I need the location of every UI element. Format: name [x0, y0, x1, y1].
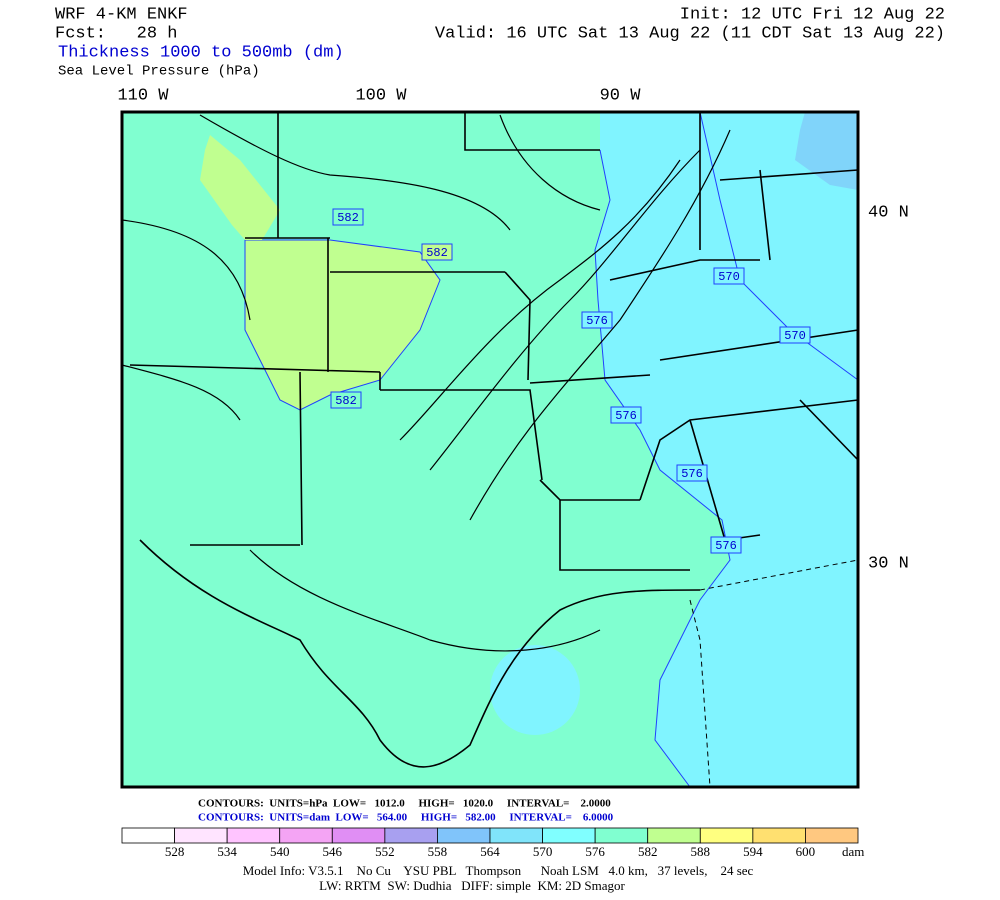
- colorbar-label: 540: [270, 844, 290, 859]
- colorbar-cell: [279, 827, 333, 844]
- contour-label-box: [610, 406, 642, 424]
- map: [120, 110, 860, 789]
- contour-label: 576: [586, 314, 608, 328]
- contour-label: 576: [681, 467, 703, 481]
- contour-labels: 582 582 582 576 576 576 576 570 570: [330, 208, 811, 554]
- contour-label-box: [330, 391, 362, 409]
- colorbar-cell: [384, 827, 438, 844]
- colorbar-cell: [805, 827, 859, 844]
- field-pressure: Sea Level Pressure (hPa): [58, 64, 260, 80]
- contour-label-box: [581, 311, 613, 329]
- colorbar-label: 546: [323, 844, 343, 859]
- colorbar-label: 528: [165, 844, 185, 859]
- coastline: [139, 539, 701, 768]
- colorbar-label: 558: [428, 844, 448, 859]
- boundary-dashed: [689, 559, 859, 788]
- contour-label: 576: [615, 409, 637, 423]
- contour-label-box: [332, 208, 364, 226]
- field-thickness: Thickness 1000 to 500mb (dm): [58, 43, 344, 62]
- forecast-hour: Fcst: 28 h: [55, 24, 177, 43]
- contour-label-box: [676, 464, 708, 482]
- contour-label: 576: [715, 539, 737, 553]
- thickness-582-588: [200, 135, 280, 240]
- contour-label-box: [713, 267, 745, 285]
- thickness-gulf: [490, 645, 580, 735]
- colorbar-cell: [489, 827, 543, 844]
- lon-label: 90 W: [600, 86, 642, 105]
- colorbar-cell: [542, 827, 596, 844]
- colorbar-cell: [752, 827, 806, 844]
- colorbar-cell: [594, 827, 649, 844]
- model-info: LW: RRTM SW: Dudhia DIFF: simple KM: 2D …: [319, 878, 625, 893]
- contour-label-box: [421, 243, 453, 261]
- contour-label: 582: [426, 246, 448, 260]
- contour-576: [594, 149, 731, 788]
- lon-label: 100 W: [355, 86, 407, 105]
- colorbar-cell: [121, 827, 175, 844]
- contour-label: 570: [784, 329, 806, 343]
- lat-label: 30 N: [868, 554, 909, 573]
- colorbar-label: 600: [796, 844, 816, 859]
- colorbar-cell: [331, 827, 386, 844]
- contour-label: 582: [337, 211, 359, 225]
- map-frame: [120, 110, 860, 789]
- colorbar-label: 576: [585, 844, 605, 859]
- contour-label: 582: [335, 394, 357, 408]
- colorbar-cell: [699, 827, 754, 844]
- model-info: Model Info: V3.5.1 No Cu YSU PBL Thompso…: [243, 863, 754, 878]
- pressure-contours: [121, 114, 731, 652]
- contour-label: 570: [718, 270, 740, 284]
- lon-label: 110 W: [117, 86, 169, 105]
- colorbar-cell: [174, 827, 228, 844]
- colorbar-label: 570: [533, 844, 553, 859]
- colorbar: 528 534 540 546 552 558 564 570 576 582 588 594 600: [121, 827, 859, 859]
- colorbar-label: 564: [480, 844, 500, 859]
- valid-time: Valid: 16 UTC Sat 13 Aug 22 (11 CDT Sat …: [435, 24, 945, 43]
- thickness-582-588: [244, 239, 441, 411]
- colorbar-label: 534: [217, 844, 237, 859]
- model-name: WRF 4-KM ENKF: [55, 5, 188, 24]
- contour-info: CONTOURS: UNITS=hPa LOW= 1012.0 HIGH= 10…: [198, 798, 611, 810]
- contour-label-box: [710, 536, 742, 554]
- colorbar-cell: [437, 827, 491, 844]
- colorbar-unit: dam: [842, 844, 864, 859]
- colorbar-label: 594: [743, 844, 763, 859]
- colorbar-cell: [226, 827, 281, 844]
- init-time: Init: 12 UTC Fri 12 Aug 22: [680, 5, 945, 24]
- lat-label: 40 N: [868, 203, 909, 222]
- colorbar-label: 582: [638, 844, 658, 859]
- thickness-570-576: [595, 112, 858, 787]
- colorbar-label: 552: [375, 844, 395, 859]
- colorbar-label: 588: [691, 844, 711, 859]
- colorbar-cell: [647, 827, 701, 844]
- contour-label-box: [779, 326, 811, 344]
- contour-info: CONTOURS: UNITS=dam LOW= 564.00 HIGH= 58…: [198, 812, 614, 824]
